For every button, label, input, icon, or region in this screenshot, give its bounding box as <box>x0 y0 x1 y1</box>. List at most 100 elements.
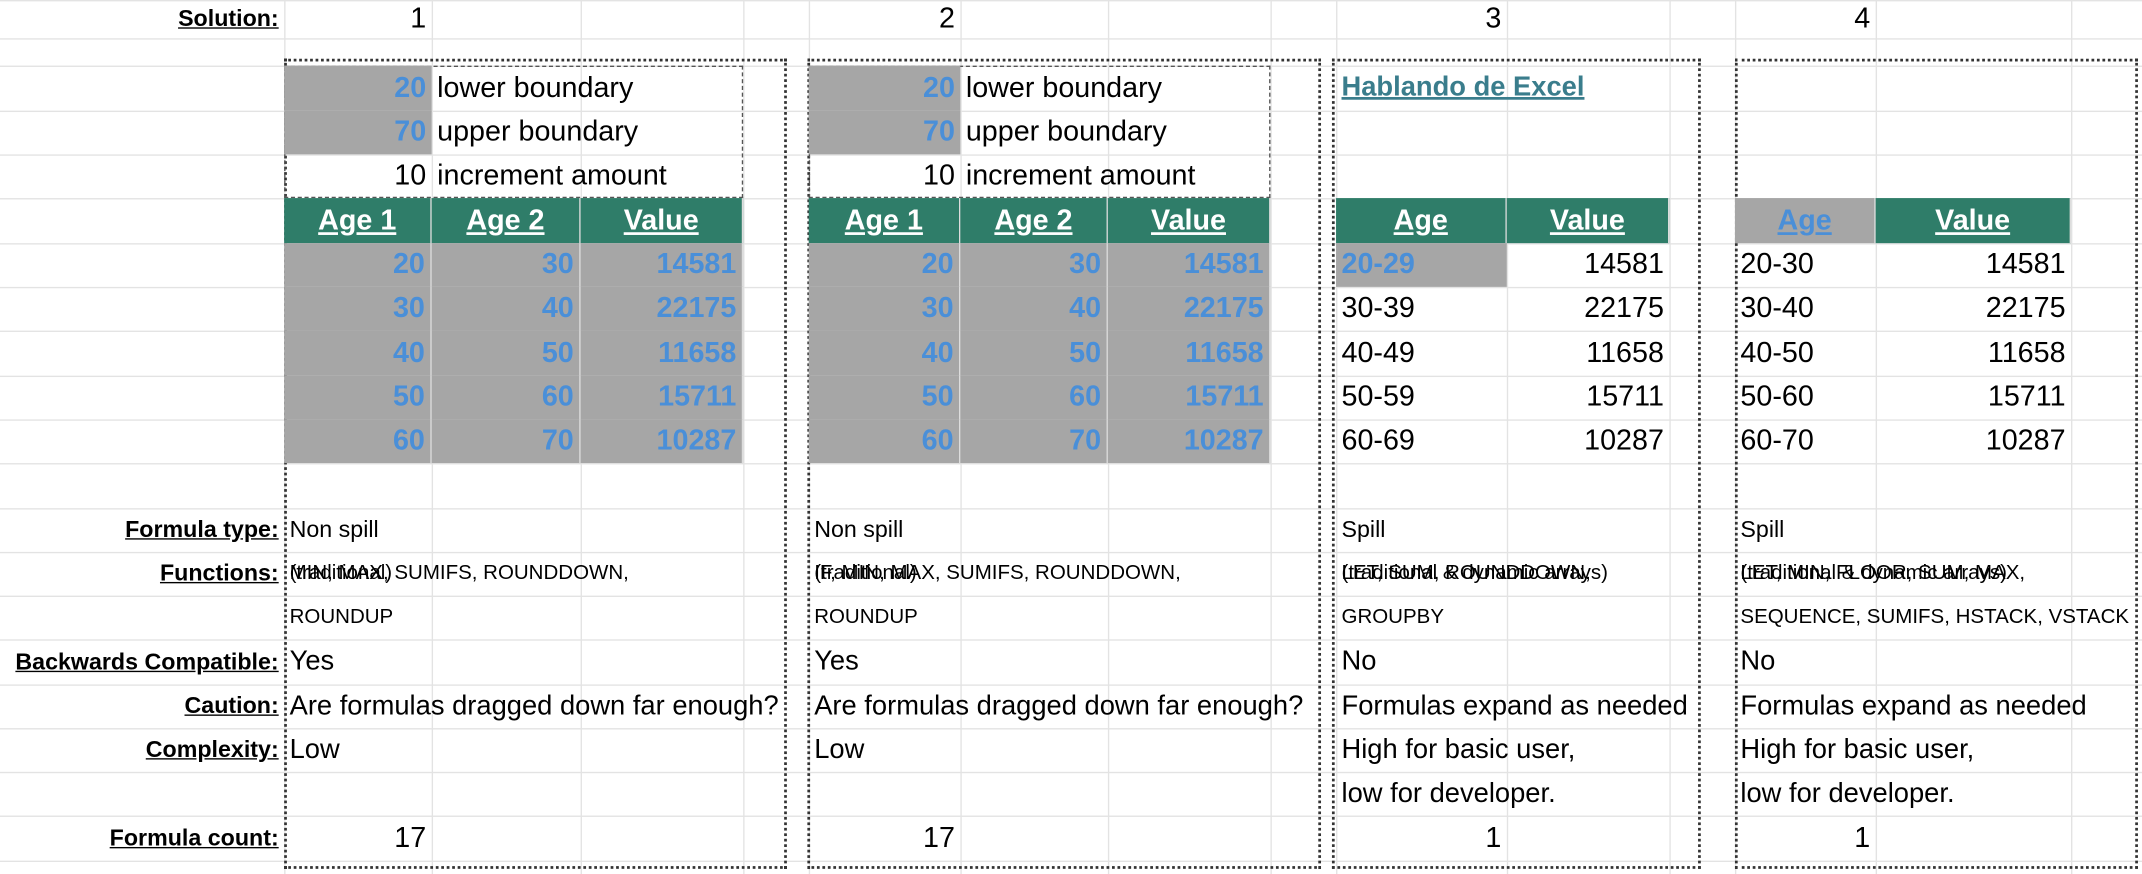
formula-type-main: Spill <box>1341 516 1386 543</box>
param-label: upper boundary <box>437 116 639 148</box>
table-cell: 22175 <box>580 286 744 331</box>
formula-type-note: (traditional & dynamic arrays) <box>1740 561 2007 585</box>
table-cell: 22175 <box>1584 292 1664 324</box>
param-label: increment amount <box>965 159 1196 192</box>
gridline <box>1270 0 1272 874</box>
param-value: 10 <box>394 159 427 192</box>
complexity: low for developer. <box>1341 778 1556 809</box>
gridline <box>0 38 2142 40</box>
table-header: Value <box>580 198 744 244</box>
gridline <box>2071 0 2073 874</box>
table-cell: 20-29 <box>1336 243 1507 287</box>
functions: LET, MIN, FLOOR, SUM, MAX, <box>1740 561 2026 585</box>
table-cell: 30-40 <box>1740 292 1814 324</box>
gridline <box>0 684 2142 686</box>
gridline <box>0 463 2142 465</box>
param-value: 70 <box>808 110 961 155</box>
backwards-compatible: Yes <box>814 646 859 677</box>
table-cell: 30 <box>284 286 432 331</box>
backwards-compatible: No <box>1740 646 1776 677</box>
formula-type-main: Non spill <box>814 516 904 543</box>
table-cell: 50 <box>284 375 432 420</box>
functions: ROUNDUP <box>814 605 918 629</box>
functions: GROUPBY <box>1341 605 1444 629</box>
row-label: Caution: <box>184 692 279 719</box>
table-header: Age 1 <box>284 198 432 244</box>
formula-type-note: (traditional) <box>289 561 393 585</box>
gridline <box>1669 0 1671 874</box>
table-cell: 30-39 <box>1341 292 1415 324</box>
backwards-compatible: Yes <box>289 646 335 677</box>
row-label: Formula count: <box>109 825 279 852</box>
formula-type-note: (traditional) <box>814 561 917 585</box>
backwards-compatible: No <box>1341 646 1377 677</box>
table-cell: 20 <box>284 243 432 287</box>
table-cell: 22175 <box>1985 292 2066 324</box>
table-cell: 40-49 <box>1341 337 1415 369</box>
table-cell: 50 <box>431 330 581 376</box>
row-label: Complexity: <box>145 736 279 763</box>
functions: SEQUENCE, SUMIFS, HSTACK, VSTACK <box>1740 605 2130 629</box>
table-cell: 20-30 <box>1740 248 1814 281</box>
table-cell: 10287 <box>580 419 744 464</box>
param-value: 20 <box>284 65 432 111</box>
table-cell: 14581 <box>1985 248 2066 281</box>
gridline <box>0 508 2142 510</box>
formula-count: 1 <box>1485 822 1502 854</box>
table-cell: 60 <box>284 419 432 464</box>
table-cell: 11658 <box>1586 337 1664 369</box>
table-cell: 60 <box>808 419 961 464</box>
gridline <box>0 728 2142 730</box>
solution-number: 2 <box>938 2 955 35</box>
table-cell: 15711 <box>1107 375 1271 420</box>
complexity: Low <box>289 734 340 766</box>
table-cell: 40 <box>960 286 1108 331</box>
formula-type: Spill (traditional & dynamic arrays) <box>1735 508 2118 584</box>
table-cell: 10287 <box>1584 424 1664 457</box>
solution-number: 3 <box>1485 2 1502 35</box>
table-cell: 60-69 <box>1341 424 1415 457</box>
table-cell: 22175 <box>1107 286 1271 331</box>
table-cell: 30 <box>808 286 961 331</box>
table-cell: 60-70 <box>1740 424 1814 457</box>
table-header: Value <box>1506 198 1670 244</box>
table-cell: 10287 <box>1985 424 2066 457</box>
gridline <box>0 771 2142 774</box>
row-label: Solution: <box>178 5 279 32</box>
formula-type-note: (traditional & dynamic arrays) <box>1341 561 1609 585</box>
solution-number: 4 <box>1854 2 1871 35</box>
table-cell: 40 <box>284 330 432 376</box>
gridline <box>0 639 2142 641</box>
gridline <box>0 595 2142 597</box>
link[interactable]: Hablando de Excel <box>1341 72 1585 103</box>
table-cell: 30 <box>960 243 1108 287</box>
caution: Are formulas dragged down far enough? <box>289 691 779 722</box>
solution-box <box>1734 58 2138 869</box>
caution: Formulas expand as needed <box>1740 691 2087 722</box>
table-cell: 50-60 <box>1740 381 1814 413</box>
table-cell: 10287 <box>1107 419 1271 464</box>
caution: Formulas expand as needed <box>1341 691 1688 722</box>
solution-box <box>284 58 787 869</box>
table-cell: 30 <box>431 243 581 287</box>
param-label: increment amount <box>437 159 667 192</box>
table-header: Value <box>1107 198 1271 244</box>
gridline <box>0 154 2142 156</box>
gridline <box>743 0 745 874</box>
functions: ROUNDUP <box>289 605 394 629</box>
table-cell: 15711 <box>580 375 744 420</box>
param-label: upper boundary <box>965 116 1167 148</box>
table-header: Age <box>1734 198 1876 244</box>
gridline <box>1336 0 1338 874</box>
formula-type: Non spill (traditional) <box>809 508 1192 584</box>
solution-box <box>807 58 1322 869</box>
table-header: Age 2 <box>431 198 581 244</box>
formula-count: 1 <box>1854 822 1871 854</box>
table-cell: 60 <box>431 375 581 420</box>
gridline <box>0 815 2142 817</box>
table-cell: 50 <box>960 330 1108 376</box>
table-cell: 14581 <box>580 243 744 287</box>
table-header: Age 1 <box>808 198 961 244</box>
gridline <box>0 551 2142 554</box>
